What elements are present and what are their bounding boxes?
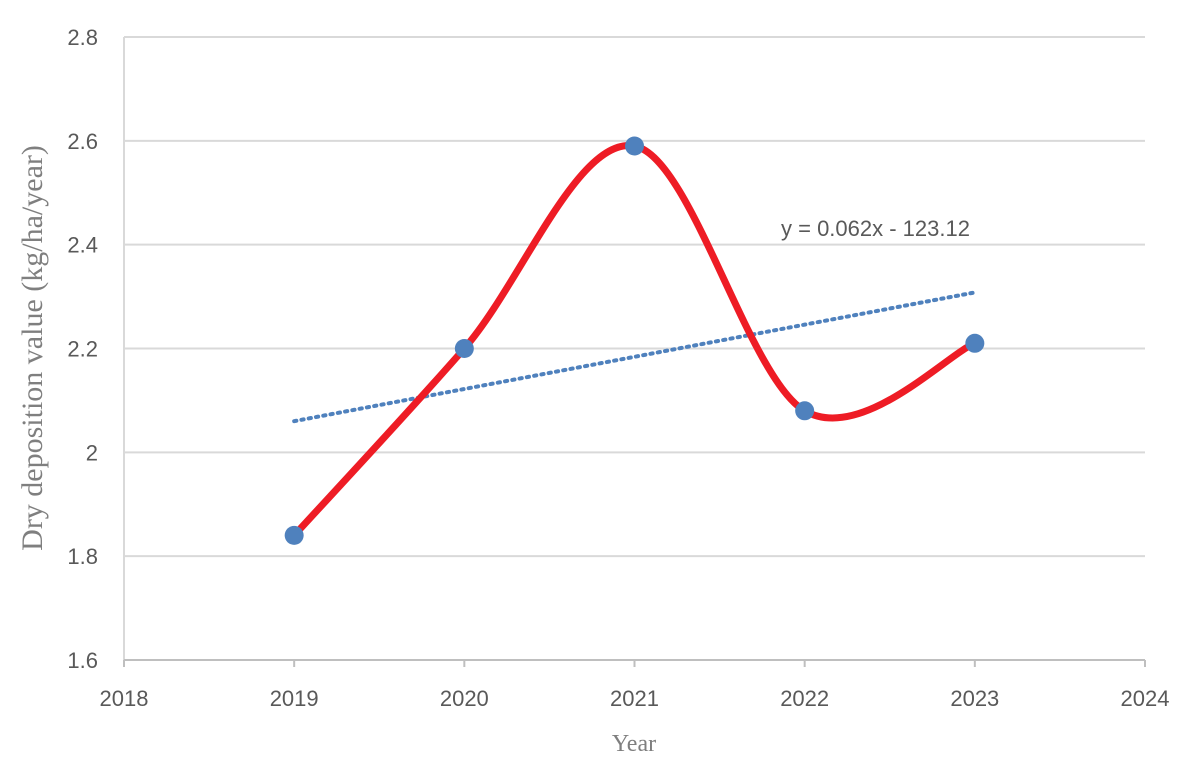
y-tick-label: 2.8 bbox=[67, 25, 98, 50]
data-point bbox=[795, 401, 815, 421]
y-tick-label: 2.2 bbox=[67, 337, 98, 362]
x-tick-labels: 2018 2019 2020 2021 2022 2023 2024 bbox=[100, 686, 1170, 711]
y-axis-title: Dry deposition value (kg/ha/year) bbox=[16, 145, 49, 551]
series-line bbox=[290, 142, 979, 539]
data-point bbox=[965, 333, 985, 353]
marker-layer bbox=[284, 136, 985, 545]
data-point bbox=[625, 136, 644, 156]
y-tick-label: 1.6 bbox=[67, 648, 98, 673]
x-tick-label: 2024 bbox=[1121, 686, 1170, 711]
data-point bbox=[454, 339, 474, 358]
y-tick-label: 1.8 bbox=[67, 544, 98, 569]
grid-lines bbox=[124, 36, 1145, 558]
x-tick-label: 2022 bbox=[780, 686, 829, 711]
x-axis bbox=[123, 37, 1146, 667]
trendline bbox=[292, 290, 977, 424]
x-tick-label: 2020 bbox=[440, 686, 489, 711]
x-axis-title: Year bbox=[612, 731, 656, 757]
trendline-equation: y = 0.062x - 123.12 bbox=[781, 216, 970, 241]
y-tick-label: 2 bbox=[86, 440, 98, 465]
x-tick-label: 2019 bbox=[270, 686, 319, 711]
data-point bbox=[284, 525, 304, 545]
y-tick-label: 2.4 bbox=[67, 233, 98, 258]
x-tick-label: 2018 bbox=[100, 686, 149, 711]
trendline-layer bbox=[292, 290, 977, 424]
x-tick-label: 2021 bbox=[610, 686, 659, 711]
y-tick-label: 2.6 bbox=[67, 129, 98, 154]
x-tick-label: 2023 bbox=[950, 686, 999, 711]
series-layer bbox=[290, 142, 979, 539]
y-tick-labels: 1.6 1.8 2 2.2 2.4 2.6 2.8 bbox=[67, 25, 98, 673]
